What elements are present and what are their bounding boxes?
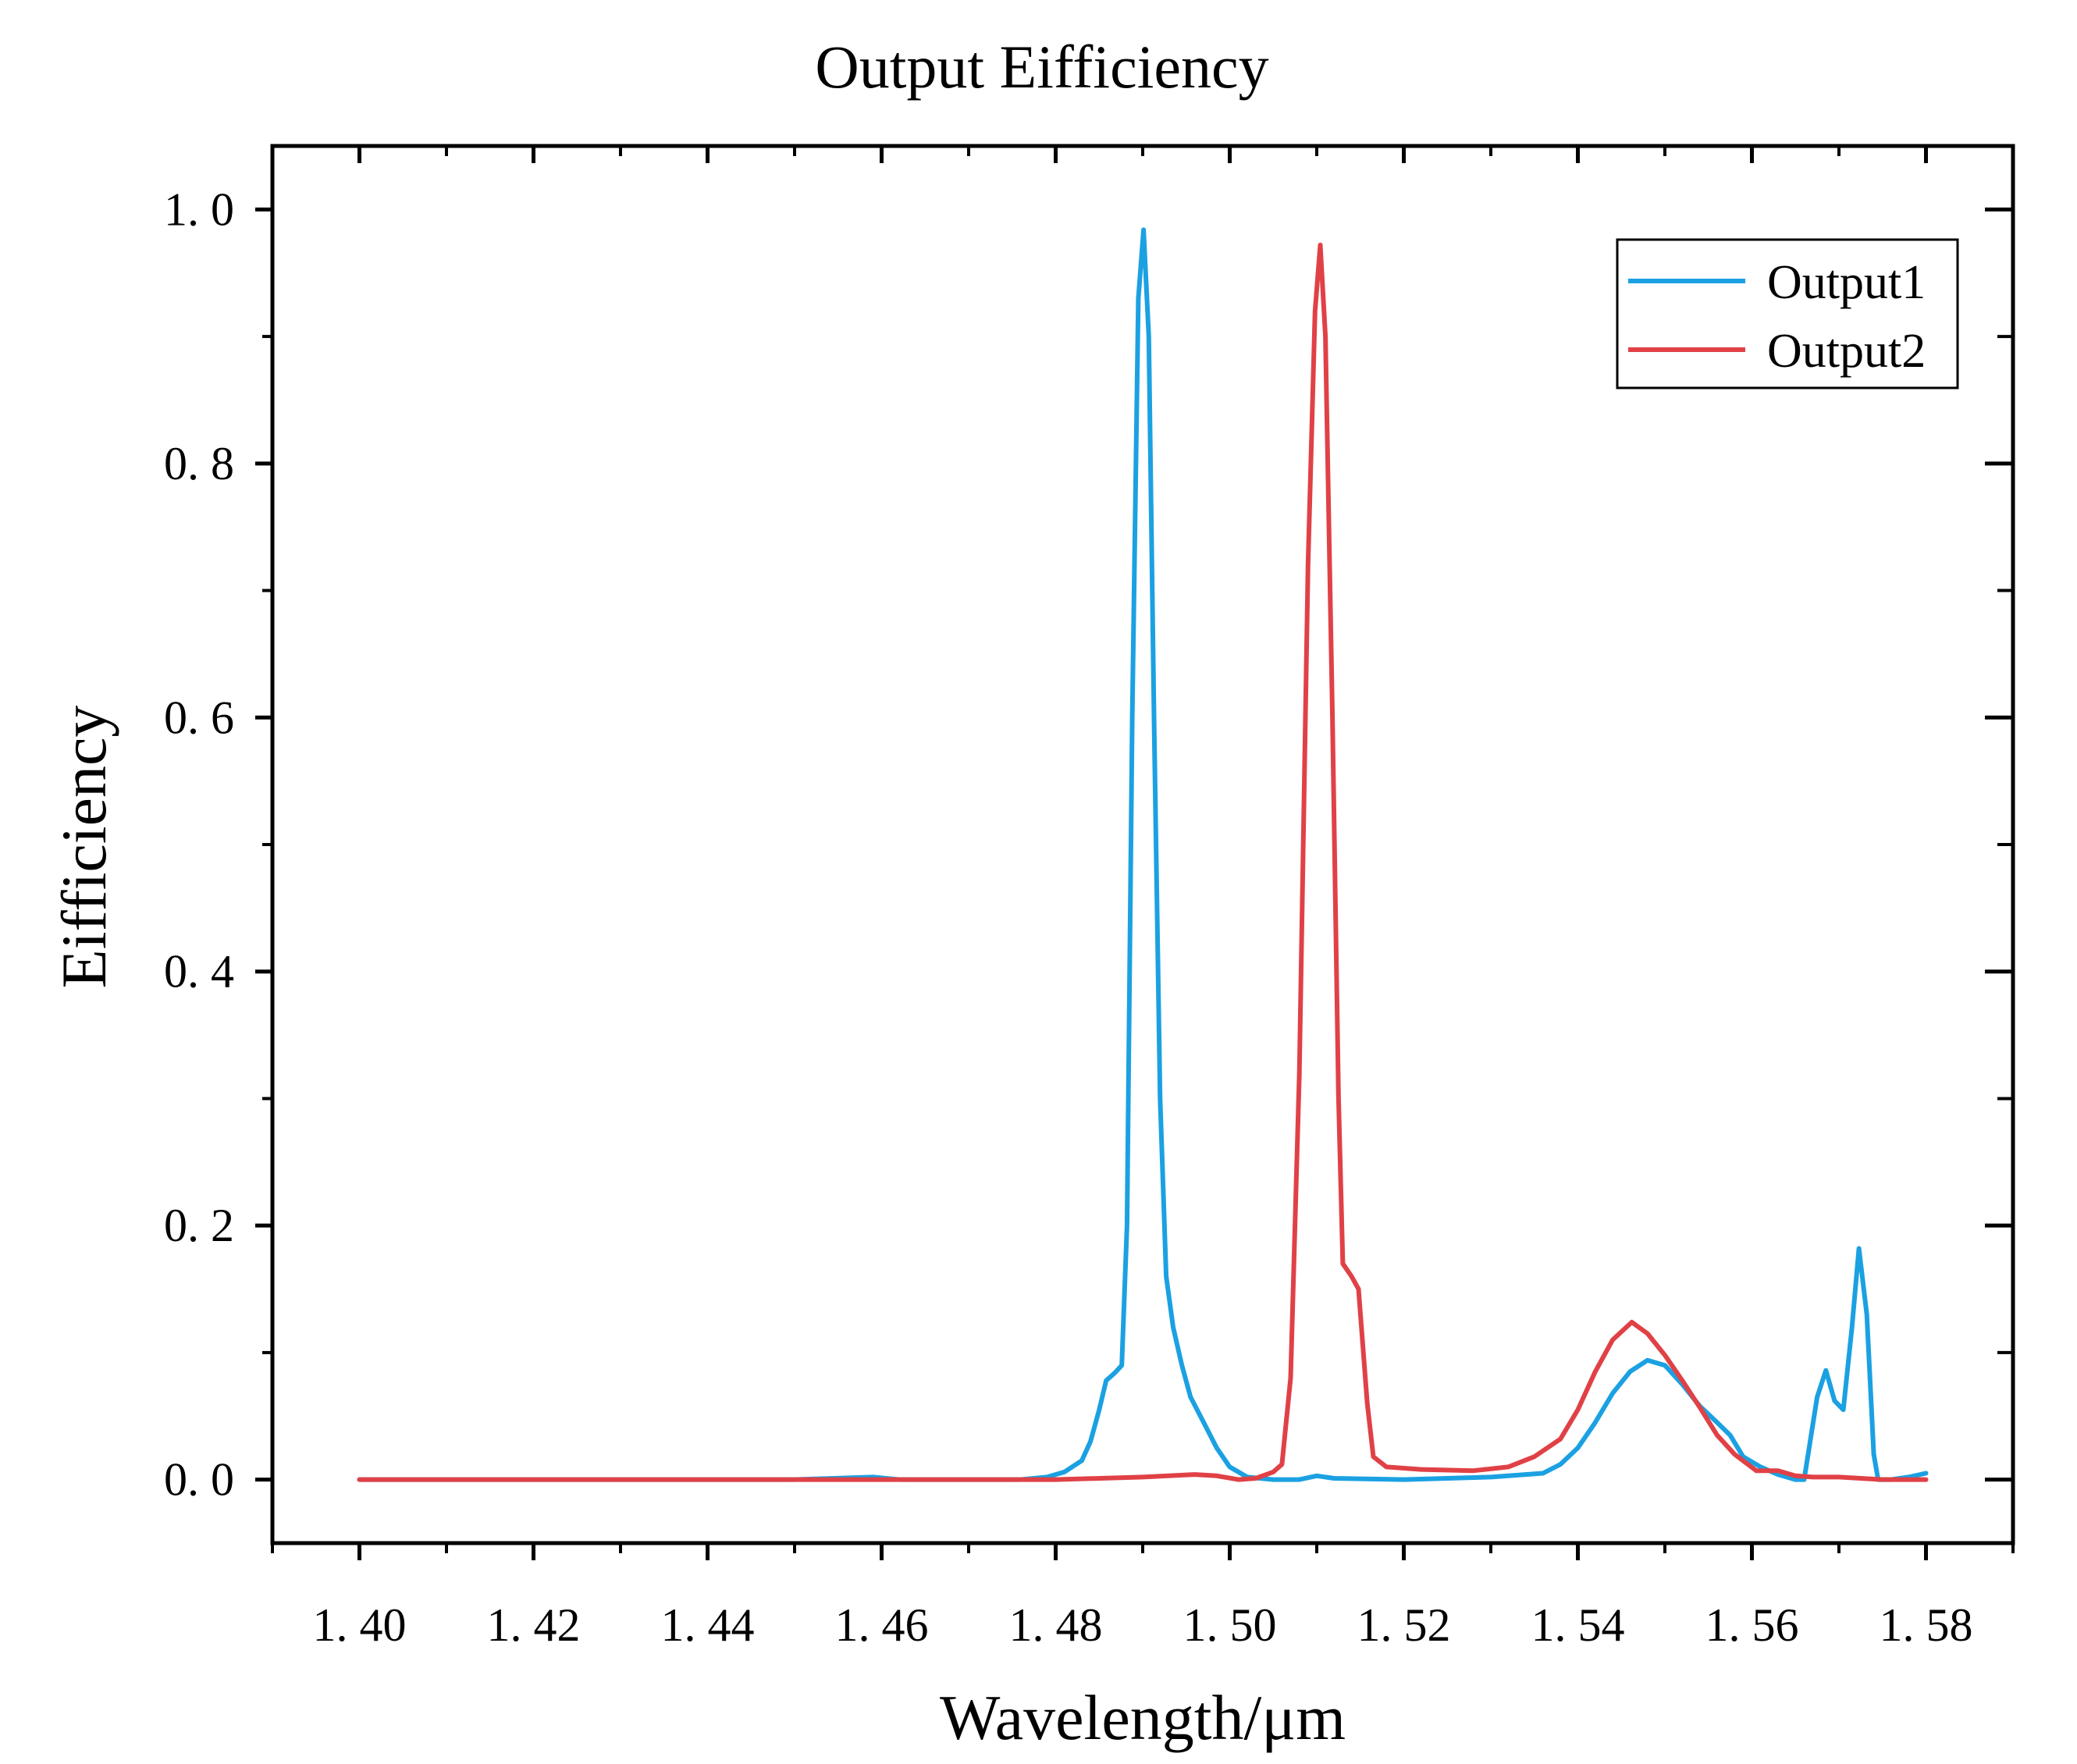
series-layer: [357, 227, 1929, 1482]
x-tick-label: 1. 48: [1009, 1599, 1103, 1651]
y-tick-label: 0. 6: [164, 692, 234, 743]
y-tick-label: 1. 0: [164, 183, 234, 235]
series-line-output1: [357, 227, 1929, 1482]
axis-ticks: [255, 146, 2015, 1560]
y-tick-label: 0. 4: [164, 946, 234, 998]
y-tick-label: 0. 0: [164, 1454, 234, 1506]
x-tick-label: 1. 40: [313, 1599, 407, 1651]
legend-entry-output1: Output1: [1767, 256, 1926, 309]
legend-box: [1616, 238, 1959, 389]
x-tick-label: 1. 44: [661, 1599, 755, 1651]
legend: Output1 Output2: [1616, 238, 1959, 389]
tick-labels: 1. 40 1. 42 1. 44 1. 46 1. 48 1. 50 1. 52 1. 54…: [164, 183, 1973, 1651]
series-line-output2: [357, 242, 1929, 1482]
plot-area: [255, 144, 2015, 1560]
x-tick-label: 1. 52: [1357, 1599, 1451, 1651]
chart-title: Output Eifficiency: [815, 33, 1268, 101]
x-tick-label: 1. 42: [487, 1599, 581, 1651]
y-tick-label: 0. 8: [164, 438, 234, 489]
x-tick-label: 1. 58: [1880, 1599, 1973, 1651]
x-tick-label: 1. 50: [1183, 1599, 1277, 1651]
x-tick-label: 1. 56: [1705, 1599, 1799, 1651]
x-tick-label: 1. 46: [835, 1599, 929, 1651]
legend-entry-output2: Output2: [1767, 325, 1926, 378]
x-axis-label: Wavelength/μm: [940, 1682, 1346, 1753]
x-tick-label: 1. 54: [1531, 1599, 1625, 1651]
y-axis-label: Eifficiency: [48, 706, 119, 989]
y-tick-label: 0. 2: [164, 1200, 234, 1251]
